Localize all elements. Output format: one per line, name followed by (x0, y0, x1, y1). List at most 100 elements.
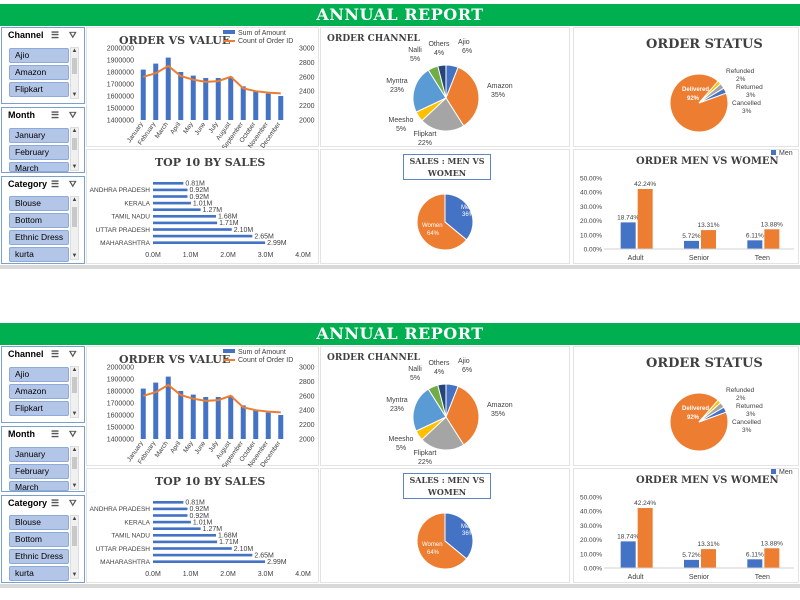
slicer-item-ajio[interactable]: Ajio (9, 367, 69, 382)
slice-name-label: Meesho (389, 436, 414, 443)
slice-name-label: Cancelled (732, 100, 761, 107)
slicer-item-february[interactable]: February (9, 145, 69, 160)
order-channel-chart: Ajio 6% Amazon 35% Flipkart 22% Meesho 5% Myntra… (386, 39, 513, 147)
data-label: 1.01M (193, 519, 213, 526)
slice-percent-label: 5% (396, 445, 406, 452)
slice-name-label: Myntra (386, 78, 408, 85)
slicer-item-amazon[interactable]: Amazon (9, 65, 69, 80)
slicer-item-february[interactable]: February (9, 464, 69, 479)
slicer-item-march[interactable]: March (9, 481, 69, 491)
gender-slice-women (416, 193, 468, 251)
data-label: 0.81M (185, 500, 205, 507)
y-tick-label: 0.00% (584, 566, 603, 573)
slicer-title: Channel (8, 349, 44, 359)
slicer-item-flipkart[interactable]: Flipkart (9, 401, 69, 416)
slicer-item-kurta[interactable]: kurta (9, 247, 69, 262)
sales-men-women-panel: SALES : MEN VS WOMEN Men 36% Women 64% (320, 149, 570, 264)
slicer-item-bottom[interactable]: Bottom (9, 213, 69, 228)
clear-filter-icon[interactable]: ⛛ (69, 429, 77, 439)
clear-filter-icon[interactable]: ⛛ (69, 179, 77, 189)
x-tick-label: Adult (628, 574, 644, 581)
multi-select-icon[interactable]: ☰ (51, 110, 60, 120)
slicer-item-january[interactable]: January (9, 447, 69, 462)
slice-name-label: Ajio (458, 358, 470, 365)
order-count-line (142, 64, 281, 95)
slicer-item-amazon[interactable]: Amazon (9, 384, 69, 399)
data-label: 6.11% (746, 232, 764, 239)
channel-slice-amazon (445, 385, 480, 446)
data-label: 1.68M (218, 214, 238, 221)
multi-select-icon[interactable]: ☰ (51, 179, 60, 189)
slice-name-label: Amazon (487, 83, 513, 90)
sales-bar (153, 228, 232, 231)
category-slicer[interactable]: Category ☰ ⛛ Blouse Bottom Ethnic Dress … (1, 176, 85, 264)
slicer-item-ethnic-dress[interactable]: Ethnic Dress (9, 230, 69, 245)
sales-bar (153, 514, 188, 517)
slice-name-label: Delivered (682, 87, 709, 93)
sales-bar (153, 540, 218, 544)
y-left-tick-label: 1900000 (107, 58, 134, 65)
slicer-scrollbar[interactable]: ▲ ▼ (70, 196, 79, 260)
slicer-item-march[interactable]: March (9, 162, 69, 172)
age-group-bar (684, 240, 699, 249)
sales-men-women-panel: SALES : MEN VS WOMEN Men 36% Women 64% (320, 468, 570, 583)
clear-filter-icon[interactable]: ⛛ (69, 30, 77, 40)
age-group-bar (620, 541, 636, 568)
slicer-item-ajio[interactable]: Ajio (9, 48, 69, 63)
order-channel-panel: ORDER CHANNEL Ajio 6% Amazon 35% Flipkart 22%… (320, 27, 570, 147)
channel-slicer[interactable]: Channel ☰ ⛛ Ajio Amazon Flipkart ▲ ▼ (1, 346, 85, 423)
slicer-scrollbar[interactable]: ▲ ▼ (70, 47, 79, 99)
slicer-item-blouse[interactable]: Blouse (9, 196, 69, 211)
chart-title: ORDER CHANNEL (327, 34, 420, 44)
slice-percent-label: 64% (427, 550, 440, 556)
y-tick-label: 0.00% (584, 247, 603, 254)
slicer-item-january[interactable]: January (9, 128, 69, 143)
y-right-tick-label: 2800 (299, 60, 315, 67)
legend-swatch-amount (223, 30, 235, 34)
channel-slice-flipkart (421, 97, 465, 132)
slicer-item-flipkart[interactable]: Flipkart (9, 82, 69, 97)
slicer-scrollbar[interactable]: ▲ ▼ (70, 446, 79, 490)
chart-title: ORDER CHANNEL (327, 353, 420, 363)
amount-bar (215, 397, 221, 439)
slicer-scrollbar[interactable]: ▲ ▼ (70, 127, 79, 171)
channel-slicer[interactable]: Channel ☰ ⛛ Ajio Amazon Flipkart ▲ ▼ (1, 27, 85, 104)
y-right-tick-label: 2400 (299, 408, 315, 415)
chart-title: ORDER MEN VS WOMEN (636, 156, 779, 167)
month-slicer[interactable]: Month ☰ ⛛ January February March ▲ ▼ (1, 107, 85, 173)
amount-bar (278, 96, 284, 120)
multi-select-icon[interactable]: ☰ (51, 498, 60, 508)
slice-percent-label: 36% (462, 531, 475, 537)
status-slice-cancelled (698, 87, 727, 104)
multi-select-icon[interactable]: ☰ (51, 429, 60, 439)
slicer-item-ethnic-dress[interactable]: Ethnic Dress (9, 549, 69, 564)
clear-filter-icon[interactable]: ⛛ (69, 110, 77, 120)
y-left-tick-label: 1800000 (107, 389, 134, 396)
slicer-scrollbar[interactable]: ▲ ▼ (70, 515, 79, 579)
sales-bar (153, 547, 232, 550)
data-label: 1.68M (218, 533, 238, 540)
multi-select-icon[interactable]: ☰ (51, 30, 60, 40)
data-label: 2.65M (254, 233, 274, 240)
slicer-item-kurta[interactable]: kurta (9, 566, 69, 581)
order-status-panel: ORDER STATUS Delivered 92% Refunded 2% Retur… (573, 346, 799, 466)
slicer-item-bottom[interactable]: Bottom (9, 532, 69, 547)
category-slicer[interactable]: Category ☰ ⛛ Blouse Bottom Ethnic Dress … (1, 495, 85, 583)
chart-title: ORDER VS VALUE (119, 34, 231, 47)
x-tick-label: 3.0M (258, 252, 274, 259)
chart-title: ORDER STATUS (646, 356, 763, 371)
slicer-item-blouse[interactable]: Blouse (9, 515, 69, 530)
clear-filter-icon[interactable]: ⛛ (69, 349, 77, 359)
multi-select-icon[interactable]: ☰ (51, 349, 60, 359)
clear-filter-icon[interactable]: ⛛ (69, 498, 77, 508)
chart-title: SALES : MEN VS WOMEN (409, 475, 485, 497)
age-group-bar (684, 559, 699, 568)
slicer-scrollbar[interactable]: ▲ ▼ (70, 366, 79, 418)
month-slicer[interactable]: Month ☰ ⛛ January February March ▲ ▼ (1, 426, 85, 492)
y-right-tick-label: 2600 (299, 393, 315, 400)
age-group-bar (747, 559, 763, 568)
chart-title: ORDER STATUS (646, 37, 763, 52)
x-tick-label: 2.0M (220, 252, 236, 259)
slice-name-label: Men (461, 205, 473, 211)
age-group-bar (747, 240, 763, 249)
